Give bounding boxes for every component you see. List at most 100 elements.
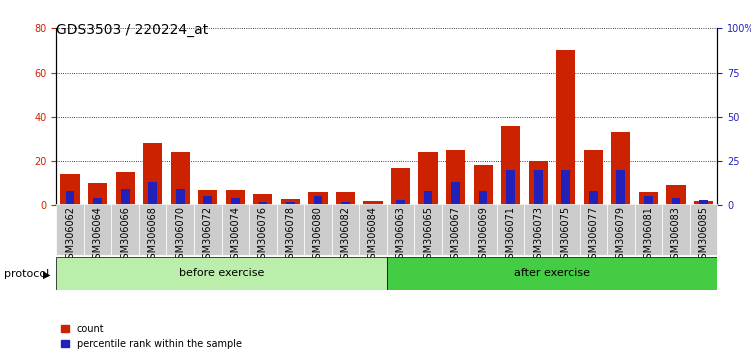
Bar (194, 204, 222, 255)
Text: GSM306085: GSM306085 (698, 206, 708, 265)
Bar (231, 198, 240, 205)
Text: GSM306083: GSM306083 (671, 206, 681, 265)
Bar (88, 183, 107, 205)
Bar (121, 189, 129, 205)
Text: GSM306070: GSM306070 (175, 206, 185, 265)
Bar (611, 132, 630, 205)
Bar (341, 202, 350, 205)
Text: after exercise: after exercise (514, 268, 590, 279)
Text: ▶: ▶ (43, 269, 50, 279)
Text: GSM306079: GSM306079 (616, 206, 626, 265)
Bar (442, 204, 469, 255)
Bar (60, 175, 80, 205)
Bar (474, 166, 493, 205)
Bar (534, 170, 542, 205)
Bar (638, 192, 658, 205)
Bar (694, 201, 713, 205)
Text: GSM306073: GSM306073 (533, 206, 543, 265)
Bar (225, 190, 245, 205)
Bar (666, 185, 686, 205)
Bar (56, 204, 84, 255)
Bar (281, 199, 300, 205)
Bar (143, 143, 162, 205)
Bar (93, 198, 102, 205)
Bar (363, 201, 383, 205)
Bar (506, 170, 515, 205)
Text: GSM306080: GSM306080 (313, 206, 323, 265)
Bar (556, 51, 575, 205)
Bar (253, 194, 273, 205)
Text: GSM306076: GSM306076 (258, 206, 268, 265)
Text: protocol: protocol (4, 269, 49, 279)
Bar (671, 198, 680, 205)
Bar (286, 202, 294, 205)
Bar (222, 204, 249, 255)
Bar (391, 168, 410, 205)
Text: GSM306066: GSM306066 (120, 206, 130, 265)
Bar (314, 196, 322, 205)
Bar (167, 204, 194, 255)
Bar (562, 170, 570, 205)
Bar (617, 170, 625, 205)
Text: GSM306082: GSM306082 (340, 206, 351, 265)
Bar (204, 196, 212, 205)
Bar (258, 202, 267, 205)
Bar (111, 204, 139, 255)
Bar (56, 257, 387, 290)
Text: GSM306067: GSM306067 (451, 206, 460, 265)
Bar (635, 204, 662, 255)
Bar (176, 189, 185, 205)
Text: GSM306077: GSM306077 (588, 206, 599, 265)
Text: GSM306069: GSM306069 (478, 206, 488, 265)
Bar (415, 204, 442, 255)
Bar (387, 204, 415, 255)
Text: before exercise: before exercise (179, 268, 264, 279)
Bar (84, 204, 111, 255)
Text: GSM306084: GSM306084 (368, 206, 378, 265)
Bar (451, 182, 460, 205)
Bar (689, 204, 717, 255)
Legend: count, percentile rank within the sample: count, percentile rank within the sample (61, 324, 242, 349)
Bar (170, 152, 190, 205)
Bar (584, 150, 603, 205)
Bar (529, 161, 547, 205)
Text: GSM306064: GSM306064 (92, 206, 103, 265)
Bar (304, 204, 332, 255)
Bar (524, 204, 552, 255)
Text: GSM306063: GSM306063 (396, 206, 406, 265)
Text: GSM306062: GSM306062 (65, 206, 75, 265)
Bar (479, 191, 487, 205)
Bar (66, 191, 74, 205)
Bar (446, 150, 465, 205)
Bar (418, 152, 438, 205)
Bar (149, 182, 157, 205)
Text: GSM306078: GSM306078 (285, 206, 295, 265)
Bar (662, 204, 689, 255)
Text: GSM306065: GSM306065 (423, 206, 433, 265)
Bar (397, 200, 405, 205)
Bar (424, 191, 433, 205)
Bar (332, 204, 359, 255)
Text: GSM306074: GSM306074 (231, 206, 240, 265)
Text: GSM306081: GSM306081 (644, 206, 653, 265)
Bar (469, 204, 497, 255)
Bar (359, 204, 387, 255)
Bar (552, 204, 580, 255)
Bar (607, 204, 635, 255)
Bar (497, 204, 524, 255)
Bar (644, 196, 653, 205)
Bar (580, 204, 607, 255)
Bar (116, 172, 135, 205)
Bar (369, 204, 377, 205)
Text: GDS3503 / 220224_at: GDS3503 / 220224_at (56, 23, 209, 37)
Text: GSM306068: GSM306068 (148, 206, 158, 265)
Bar (249, 204, 276, 255)
Bar (387, 257, 717, 290)
Bar (198, 190, 218, 205)
Bar (139, 204, 167, 255)
Bar (699, 200, 707, 205)
Text: GSM306072: GSM306072 (203, 206, 213, 265)
Bar (276, 204, 304, 255)
Text: GSM306075: GSM306075 (561, 206, 571, 265)
Text: GSM306071: GSM306071 (505, 206, 516, 265)
